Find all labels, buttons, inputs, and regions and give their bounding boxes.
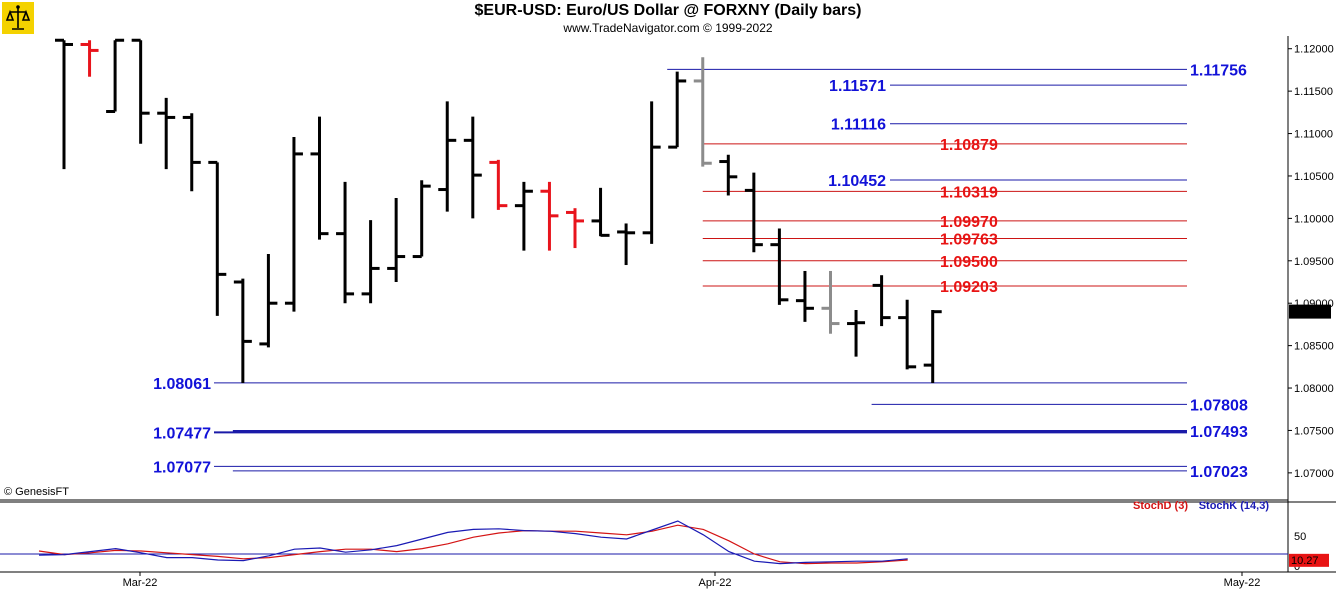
genesis-logo-icon <box>2 2 34 34</box>
levels-layer: 1.11756 1.11571 1.11116 1.10879 1.10452 1.103… <box>153 62 1248 480</box>
ohlc-bar <box>131 38 150 144</box>
level-label: 1.09970 <box>940 214 998 231</box>
ohlc-bar <box>284 136 303 312</box>
legend-stochd: StochD (3) <box>1133 500 1188 512</box>
level-label: 1.09763 <box>940 231 998 248</box>
ohlc-bar <box>847 309 866 357</box>
last-price-tag <box>1289 304 1331 319</box>
ohlc-bar <box>617 223 636 266</box>
ohlc-bar <box>310 116 329 240</box>
stoch-last-label: 10.27 <box>1291 555 1319 567</box>
ohlc-bar <box>208 160 227 316</box>
legend-stochk: StochK (14,3) <box>1199 500 1270 512</box>
bars-layer <box>55 38 942 383</box>
ohlc-bar <box>795 270 814 322</box>
price-tick-label: 1.09500 <box>1294 256 1334 268</box>
stoch-line <box>38 520 908 565</box>
level-label: 1.09500 <box>940 254 998 271</box>
ohlc-bar <box>642 101 661 244</box>
price-tick-label: 1.07500 <box>1294 425 1334 437</box>
level-label: 1.10879 <box>940 137 998 154</box>
level-label: 1.11571 <box>829 78 886 95</box>
ohlc-bar <box>514 181 533 251</box>
ohlc-bar <box>591 187 610 237</box>
ohlc-bar <box>182 113 201 192</box>
price-tick-label: 1.11500 <box>1294 86 1333 98</box>
ohlc-bar <box>872 275 891 327</box>
ohlc-bar <box>668 71 687 149</box>
ohlc-bar <box>336 181 355 304</box>
date-tick-label: Apr-22 <box>698 577 731 589</box>
stoch-tick-label: 0 <box>1294 561 1300 573</box>
ohlc-bar <box>106 38 125 113</box>
ohlc-bar <box>821 270 840 334</box>
ohlc-bar <box>744 172 763 253</box>
level-label: 1.10319 <box>940 184 998 201</box>
price-tick-label: 1.10000 <box>1294 213 1334 225</box>
chart-subtitle: www.TradeNavigator.com © 1999-2022 <box>563 21 773 35</box>
stochastic-panel: 50 010.27 StochD (3) StochK (14,3) <box>38 500 1329 573</box>
price-tick-label: 1.08000 <box>1294 383 1334 395</box>
stoch-last-tag <box>1289 553 1329 567</box>
price-tick-label: 1.11000 <box>1294 129 1333 141</box>
ohlc-bar <box>233 278 252 383</box>
watermark: © GenesisFT <box>4 486 69 498</box>
level-label: 1.07477 <box>153 425 211 442</box>
ohlc-bar <box>361 220 380 304</box>
level-label: 1.10452 <box>828 173 886 190</box>
level-label: 1.09203 <box>940 279 998 296</box>
ohlc-bar <box>693 57 712 167</box>
level-label: 1.11756 <box>1190 62 1247 79</box>
stoch-tick-label: 50 <box>1294 531 1306 543</box>
ohlc-bar <box>463 116 482 219</box>
ohlc-bar <box>80 40 99 77</box>
price-tick-label: 1.12000 <box>1294 44 1334 56</box>
ohlc-bar <box>438 101 457 212</box>
ohlc-bar <box>259 254 278 348</box>
ohlc-bar <box>770 228 789 305</box>
last-price-label: 1.08901 <box>1291 307 1331 319</box>
price-tick-label: 1.10500 <box>1294 171 1334 183</box>
ohlc-bar <box>566 208 584 249</box>
ohlc-bar <box>923 309 942 383</box>
date-axis: Mar-22 Apr-22 May-22 <box>123 572 1261 589</box>
ohlc-bar <box>157 97 176 170</box>
ohlc-bar <box>489 159 508 210</box>
chart-header: $EUR-USD: Euro/US Dollar @ FORXNY (Daily… <box>0 0 1336 36</box>
date-tick-label: Mar-22 <box>123 577 158 589</box>
ohlc-bar <box>719 154 738 196</box>
price-tick-label: 1.07000 <box>1294 468 1334 480</box>
level-label: 1.07077 <box>153 459 211 476</box>
chart-title: $EUR-USD: Euro/US Dollar @ FORXNY (Daily… <box>474 2 862 19</box>
ohlc-bar <box>412 180 431 259</box>
stoch-line <box>38 524 908 565</box>
level-label: 1.07023 <box>1190 464 1248 481</box>
level-label: 1.07808 <box>1190 397 1248 414</box>
ohlc-bar <box>898 299 917 370</box>
ohlc-bar <box>387 198 406 282</box>
ohlc-bar <box>55 38 73 170</box>
price-tick-label: 1.08500 <box>1294 341 1334 353</box>
level-label: 1.08061 <box>153 376 211 393</box>
level-label: 1.07493 <box>1190 424 1248 441</box>
price-axis: 1.12000 1.11500 1.11000 1.10500 1.10000 1.095… <box>1288 44 1334 480</box>
level-label: 1.11116 <box>831 117 886 134</box>
date-tick-label: May-22 <box>1224 577 1261 589</box>
ohlc-bar <box>540 181 559 251</box>
